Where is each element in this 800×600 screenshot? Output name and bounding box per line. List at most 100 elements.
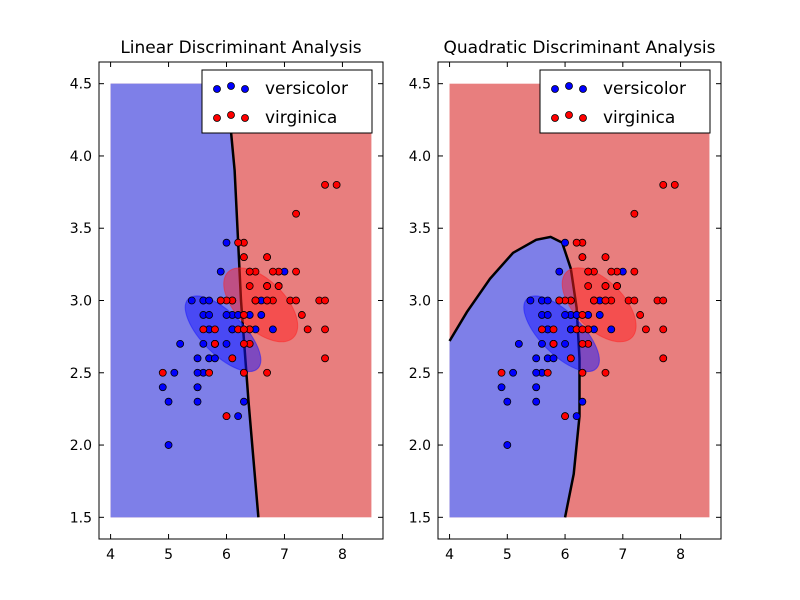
versicolor-point [205, 311, 214, 319]
versicolor-point [222, 339, 231, 348]
y-tick-label: 3.0 [70, 294, 92, 310]
virginica-point [670, 180, 679, 189]
x-tick-label: 6 [222, 547, 231, 563]
legend: versicolor virginica [539, 69, 711, 134]
virginica-point [228, 354, 237, 363]
versicolor-region [110, 83, 259, 518]
virginica-point [555, 296, 564, 305]
virginica-point [549, 325, 558, 334]
subplot-1: 4 5 6 7 8 1.5 2.0 2.5 3.0 3.5 4.0 4.5 Linear Discrim… [70, 38, 384, 563]
versicolor-point [503, 397, 512, 406]
x-tick-label: 7 [618, 547, 627, 563]
virginica-point [578, 368, 587, 377]
y-tick-label: 2.5 [70, 366, 92, 382]
versicolor-point [211, 354, 219, 363]
versicolor-point [497, 383, 506, 392]
versicolor-legend-marker [241, 85, 249, 93]
versicolor-point [187, 296, 196, 305]
x-tick-label: 4 [106, 547, 115, 563]
virginica-legend-marker [241, 114, 249, 122]
versicolor-point [561, 339, 569, 348]
virginica-point [321, 325, 329, 334]
y-tick-label: 1.5 [409, 510, 431, 526]
x-tick-label: 8 [338, 547, 347, 563]
virginica-point [332, 180, 341, 189]
virginica-point [199, 325, 208, 334]
versicolor-point [509, 368, 517, 377]
virginica-point [205, 368, 214, 377]
versicolor-point [532, 383, 541, 392]
versicolor-point [222, 311, 231, 319]
versicolor-point [257, 311, 266, 319]
versicolor-point [193, 397, 202, 406]
virginica-point [578, 253, 587, 262]
virginica-point [263, 368, 271, 377]
versicolor-point [176, 339, 185, 348]
virginica-point [584, 267, 593, 276]
versicolor-point [532, 368, 541, 377]
virginica-point [636, 311, 645, 319]
versicolor-point [234, 412, 243, 421]
virginica-point [239, 311, 248, 319]
virginica-point [211, 339, 219, 348]
virginica-point [292, 296, 300, 305]
versicolor-point [543, 311, 552, 319]
virginica-point [607, 267, 616, 276]
virginica-legend-marker [227, 111, 235, 119]
y-tick-label: 4.5 [70, 77, 92, 93]
versicolor-legend-marker [213, 85, 221, 93]
virginica-point [297, 311, 306, 319]
versicolor-point [526, 296, 535, 305]
virginica-point [497, 368, 506, 377]
virginica-legend-marker [551, 114, 559, 122]
versicolor-point [514, 339, 523, 348]
virginica-point [239, 253, 248, 262]
virginica-point [630, 296, 639, 305]
versicolor-point [555, 267, 564, 276]
virginica-point [590, 296, 598, 305]
virginica-point [601, 253, 610, 262]
y-tick-label: 1.5 [70, 510, 92, 526]
versicolor-point [170, 368, 179, 377]
virginica-point [642, 325, 650, 334]
virginica-point [538, 325, 546, 334]
versicolor-point [595, 311, 604, 319]
chart-title: Quadratic Discriminant Analysis [444, 38, 716, 58]
virginica-legend-marker [213, 114, 221, 122]
virginica-point [630, 209, 639, 218]
virginica-point [630, 267, 639, 276]
legend-label-versicolor: versicolor [603, 79, 686, 99]
versicolor-point [543, 296, 552, 305]
versicolor-point [193, 354, 202, 363]
versicolor-point [549, 354, 558, 363]
virginica-legend-marker [565, 111, 573, 119]
virginica-legend-marker [579, 114, 587, 122]
virginica-point [601, 368, 610, 377]
virginica-point [601, 296, 610, 305]
virginica-point [239, 339, 248, 348]
virginica-point [263, 282, 271, 290]
virginica-point [158, 368, 167, 377]
versicolor-point [538, 339, 546, 348]
x-tick-label: 5 [503, 547, 512, 563]
versicolor-point [239, 397, 248, 406]
versicolor-point [578, 397, 587, 406]
virginica-point [234, 238, 243, 247]
virginica-point [578, 311, 587, 319]
legend-box [201, 69, 373, 134]
versicolor-point [205, 296, 214, 305]
plot-area [448, 83, 710, 518]
versicolor-legend-marker [551, 85, 559, 93]
virginica-point [321, 180, 329, 189]
virginica-point [566, 354, 575, 363]
x-tick-label: 6 [561, 547, 570, 563]
versicolor-point [158, 383, 167, 392]
virginica-point [543, 368, 552, 377]
virginica-point [578, 325, 587, 334]
versicolor-point [572, 412, 581, 421]
legend-box [539, 69, 711, 134]
versicolor-point [607, 325, 616, 334]
virginica-point [216, 296, 225, 305]
y-tick-label: 4.5 [409, 77, 431, 93]
